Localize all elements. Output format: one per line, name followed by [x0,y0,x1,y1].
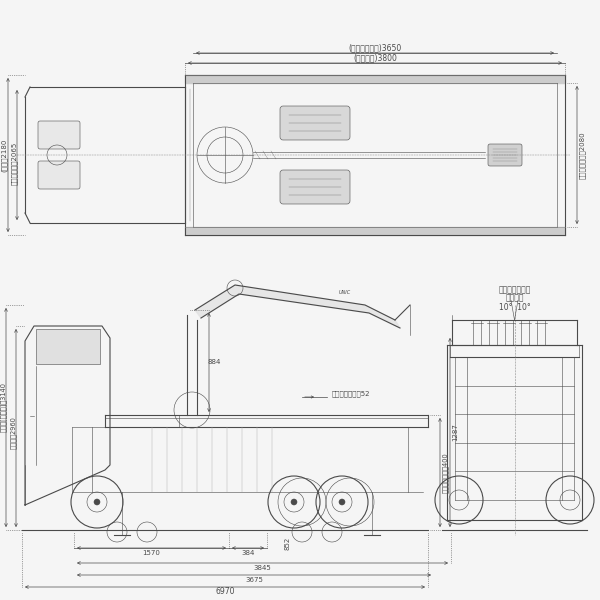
Text: 10°  10°: 10° 10° [499,302,530,311]
Text: (荷台長サ)3800: (荷台長サ)3800 [353,53,397,62]
Text: 1287: 1287 [452,424,458,442]
Text: 3675: 3675 [245,577,263,583]
Text: （全高）2960: （全高）2960 [10,416,16,449]
Circle shape [339,499,345,505]
Circle shape [94,499,100,505]
FancyBboxPatch shape [280,170,350,204]
Polygon shape [185,75,565,83]
Text: (荷台内法長サ)3650: (荷台内法長サ)3650 [349,43,401,52]
Text: カント補正装置: カント補正装置 [499,286,530,295]
FancyBboxPatch shape [38,161,80,189]
Text: （荷台床高サ）400: （荷台床高サ）400 [442,452,448,493]
FancyBboxPatch shape [488,144,522,166]
Text: （オフセット）52: （オフセット）52 [332,391,371,397]
Text: 384: 384 [241,550,254,556]
Polygon shape [185,227,565,235]
Polygon shape [195,285,400,328]
Text: （荷台内法幅）2080: （荷台内法幅）2080 [578,131,586,179]
Text: 1570: 1570 [143,550,160,556]
Text: 6970: 6970 [215,587,235,596]
Text: (全幅）2180: (全幅）2180 [1,139,7,172]
Polygon shape [36,329,100,364]
Text: 884: 884 [208,359,221,365]
Text: UNIC: UNIC [339,289,351,295]
FancyBboxPatch shape [38,121,80,149]
Circle shape [291,499,297,505]
Text: 3845: 3845 [254,565,271,571]
Text: （全高[ﾚｰﾙ]）3140: （全高[ﾚｰﾙ]）3140 [0,383,7,433]
Text: 補正範囲: 補正範囲 [505,293,524,302]
Text: （キャブ幅）2065: （キャブ幅）2065 [11,142,17,185]
FancyBboxPatch shape [280,106,350,140]
Text: 852: 852 [284,536,290,550]
